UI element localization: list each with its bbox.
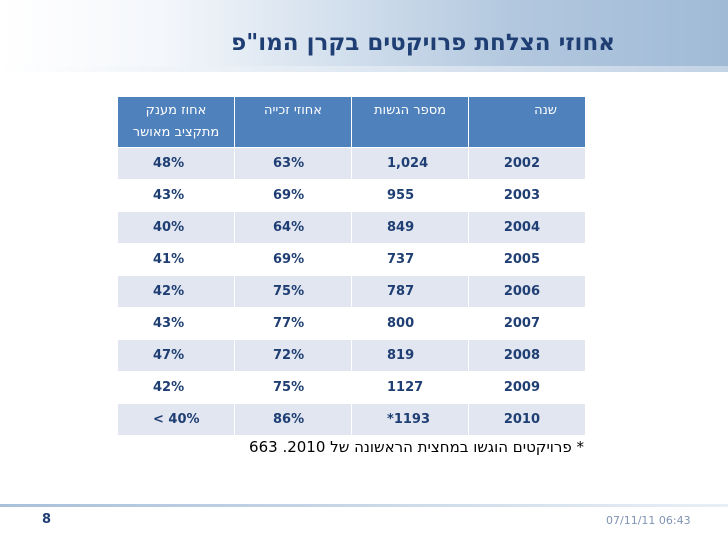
- cell-year: 2005: [468, 243, 586, 276]
- cell-win-rate: 75%: [234, 275, 352, 308]
- cell-submissions: 849: [351, 211, 469, 244]
- cell-grant-pct: 47%: [117, 339, 235, 372]
- title-band: [0, 0, 728, 72]
- header-year: שנה: [468, 96, 586, 148]
- page-number: 8: [42, 512, 52, 527]
- slide-title: אחוזי הצלחת פרויקטים בקרן המו"פ: [231, 30, 615, 56]
- cell-grant-pct: 42%: [117, 275, 235, 308]
- table-row: 2009 1127 75% 42%: [117, 371, 586, 404]
- cell-grant-pct: 43%: [117, 307, 235, 340]
- cell-year: 2003: [468, 179, 586, 212]
- cell-win-rate: 63%: [234, 147, 352, 180]
- table-row: 2006 787 75% 42%: [117, 275, 586, 308]
- cell-submissions: 955: [351, 179, 469, 212]
- table-row: 2007 800 77% 43%: [117, 307, 586, 340]
- footer-divider: [0, 504, 728, 507]
- footnote: * פרויקטים הוגשו במחצית הראשונה של 2010.…: [249, 438, 584, 456]
- cell-submissions: 1127: [351, 371, 469, 404]
- header-grant-pct: אחוז מענק מתקציב מאושר: [117, 96, 235, 148]
- footer-date: 07/11/11 06:43: [606, 514, 691, 527]
- cell-win-rate: 77%: [234, 307, 352, 340]
- cell-submissions: 787: [351, 275, 469, 308]
- header-submissions: מספר הגשות: [351, 96, 469, 148]
- cell-year: 2007: [468, 307, 586, 340]
- cell-submissions: 800: [351, 307, 469, 340]
- cell-grant-pct: 42%: [117, 371, 235, 404]
- cell-year: 2002: [468, 147, 586, 180]
- cell-win-rate: 69%: [234, 179, 352, 212]
- cell-submissions: 1193*: [351, 403, 469, 436]
- cell-win-rate: 64%: [234, 211, 352, 244]
- table-row: 2002 1,024 63% 48%: [117, 147, 586, 180]
- table-row: 2003 955 69% 43%: [117, 179, 586, 212]
- header-grant-pct-line1: אחוז מענק: [145, 103, 207, 118]
- cell-grant-pct: 48%: [117, 147, 235, 180]
- cell-grant-pct: 40%: [117, 211, 235, 244]
- cell-year: 2006: [468, 275, 586, 308]
- cell-submissions: 1,024: [351, 147, 469, 180]
- cell-grant-pct: 43%: [117, 179, 235, 212]
- cell-win-rate: 72%: [234, 339, 352, 372]
- table-row: 2004 849 64% 40%: [117, 211, 586, 244]
- table-row: 2005 737 69% 41%: [117, 243, 586, 276]
- cell-submissions: 737: [351, 243, 469, 276]
- table-row: 2008 819 72% 47%: [117, 339, 586, 372]
- success-rate-table: שנה מספר הגשות אחוזי זכייה אחוז מענק מתק…: [117, 96, 586, 436]
- table-header-row: שנה מספר הגשות אחוזי זכייה אחוז מענק מתק…: [117, 96, 586, 148]
- cell-year: 2008: [468, 339, 586, 372]
- table-row: 2010 1193* 86% 40% >: [117, 403, 586, 436]
- cell-grant-pct: 41%: [117, 243, 235, 276]
- cell-year: 2004: [468, 211, 586, 244]
- cell-submissions: 819: [351, 339, 469, 372]
- header-grant-pct-line2: מתקציב מאושר: [132, 125, 220, 140]
- cell-year: 2010: [468, 403, 586, 436]
- header-win-rate: אחוזי זכייה: [234, 96, 352, 148]
- cell-win-rate: 86%: [234, 403, 352, 436]
- cell-win-rate: 75%: [234, 371, 352, 404]
- cell-grant-pct: 40% >: [117, 403, 235, 436]
- cell-year: 2009: [468, 371, 586, 404]
- cell-win-rate: 69%: [234, 243, 352, 276]
